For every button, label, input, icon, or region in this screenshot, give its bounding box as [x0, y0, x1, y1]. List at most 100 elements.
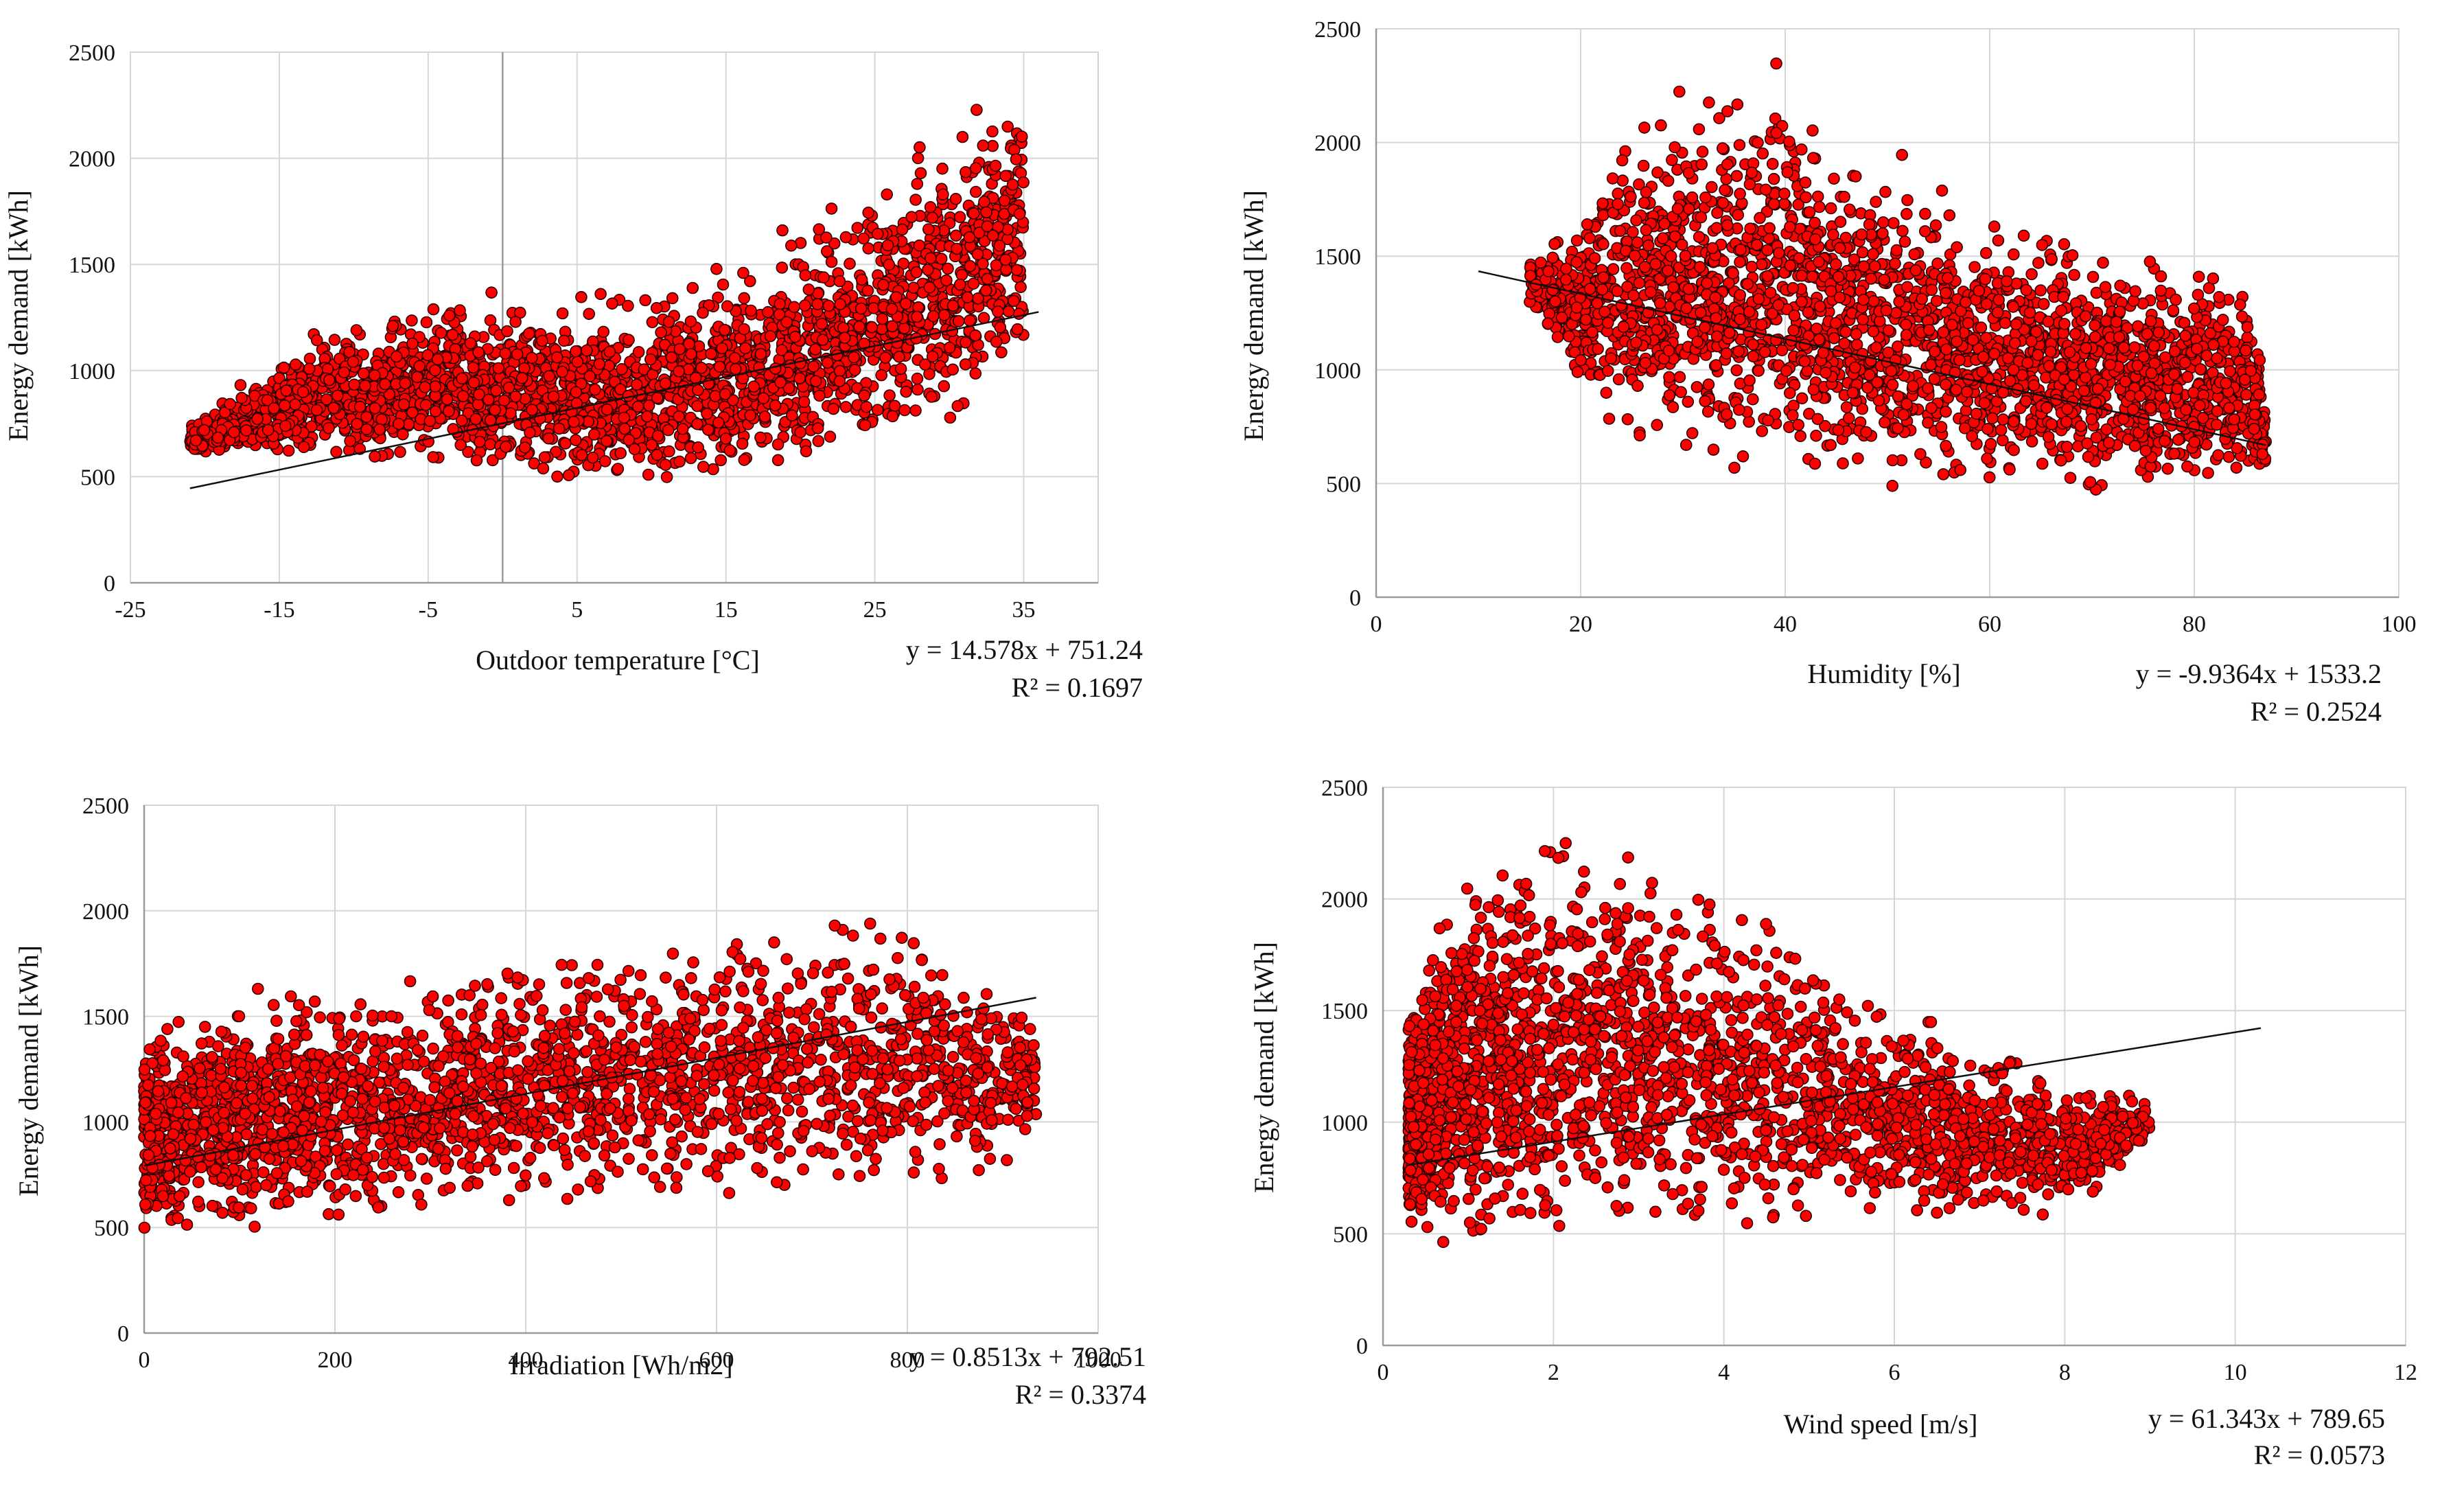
scatter-point	[2128, 439, 2141, 452]
scatter-point	[397, 398, 410, 411]
scatter-point	[712, 416, 725, 429]
scatter-point	[1016, 130, 1028, 143]
scatter-point	[1824, 439, 1837, 452]
scatter-point	[2235, 310, 2248, 323]
scatter-point	[2089, 319, 2101, 332]
scatter-point	[472, 398, 485, 411]
scatter-point	[1889, 257, 1901, 270]
scatter-point	[789, 330, 802, 343]
scatter-point	[472, 346, 485, 359]
scatter-point	[1655, 119, 1667, 132]
trendline-equation: y = 14.578x + 751.24	[906, 634, 1143, 665]
scatter-point	[454, 304, 466, 316]
scatter-point	[875, 369, 887, 382]
scatter-point	[1876, 227, 1889, 240]
scatter-point	[1767, 198, 1780, 210]
scatter-point	[2041, 402, 2053, 414]
scatter-point	[861, 284, 874, 297]
scatter-point	[855, 273, 868, 286]
scatter-point	[1721, 219, 1734, 231]
scatter-point	[1950, 383, 1962, 396]
scatter-point	[1868, 260, 1881, 273]
scatter-point	[2127, 403, 2139, 416]
scatter-point	[739, 342, 752, 355]
scatter-point	[2119, 375, 2132, 388]
scatter-point	[762, 305, 774, 319]
scatter-point	[2060, 415, 2073, 428]
scatter-point	[2241, 331, 2254, 344]
scatter-point	[886, 410, 899, 423]
scatter-point	[893, 350, 905, 363]
scatter-point	[526, 351, 538, 364]
scatter-point	[2172, 433, 2185, 446]
scatter-point	[1867, 248, 1879, 261]
scatter-point	[859, 419, 872, 432]
scatter-point	[601, 403, 614, 416]
scatter-point	[2241, 321, 2254, 334]
scatter-point	[817, 271, 830, 283]
scatter-point	[1886, 454, 1899, 467]
scatter-point	[189, 434, 202, 447]
scatter-point	[802, 283, 815, 296]
scatter-point	[571, 356, 584, 368]
scatter-point	[484, 414, 497, 426]
scatter-point	[612, 463, 625, 475]
scatter-point	[2063, 346, 2076, 358]
scatter-point	[1937, 468, 1950, 481]
scatter-point	[2084, 358, 2097, 371]
scatter-point	[713, 360, 726, 373]
scatter-point	[623, 433, 636, 446]
scatter-point	[738, 454, 751, 466]
scatter-point	[1992, 234, 2005, 247]
scatter-point	[556, 307, 569, 320]
scatter-point	[738, 292, 750, 305]
scatter-point	[330, 445, 342, 459]
scatter-point	[347, 356, 360, 368]
scatter-point	[348, 378, 360, 391]
scatter-point	[1017, 176, 1030, 189]
scatter-point	[728, 351, 741, 364]
scatter-point	[1852, 452, 1864, 465]
scatter-point	[684, 452, 697, 465]
scatter-point	[1710, 359, 1723, 371]
scatter-point	[709, 390, 721, 402]
scatter-point	[1763, 222, 1776, 235]
scatter-point	[793, 372, 806, 384]
scatter-point	[559, 437, 572, 450]
x-tick-label: -5	[419, 597, 438, 623]
x-tick-label: 15	[714, 597, 738, 623]
scatter-point	[1667, 281, 1680, 294]
scatter-point	[924, 200, 937, 213]
scatter-point	[995, 346, 1008, 359]
y-tick-label: 500	[80, 465, 115, 490]
scatter-point	[650, 301, 663, 314]
scatter-point	[1919, 225, 1931, 238]
scatter-point	[758, 410, 771, 423]
scatter-point	[622, 299, 634, 312]
scatter-point	[833, 275, 846, 288]
scatter-point	[323, 421, 335, 435]
scatter-point	[828, 237, 841, 250]
scatter-point	[1838, 190, 1850, 203]
scatter-point	[909, 404, 922, 417]
scatter-point	[1940, 378, 1952, 391]
scatter-point	[2152, 326, 2165, 339]
y-tick-label: 2500	[1314, 17, 1361, 43]
scatter-point	[1011, 323, 1024, 336]
scatter-point	[568, 415, 580, 428]
scatter-point	[455, 414, 468, 427]
scatter-point	[2025, 435, 2038, 448]
scatter-point	[697, 306, 709, 319]
scatter-point	[1638, 121, 1651, 134]
scatter-point	[379, 378, 391, 391]
x-tick-label: 80	[2183, 612, 2206, 637]
scatter-point	[980, 206, 992, 219]
scatter-point	[1606, 172, 1619, 185]
scatter-point	[1865, 273, 1877, 285]
scatter-point	[813, 223, 825, 235]
scatter-point	[518, 362, 531, 375]
scatter-point	[961, 291, 974, 303]
scatter-point	[1810, 429, 1822, 442]
scatter-point	[839, 401, 852, 413]
scatter-point	[581, 344, 593, 357]
